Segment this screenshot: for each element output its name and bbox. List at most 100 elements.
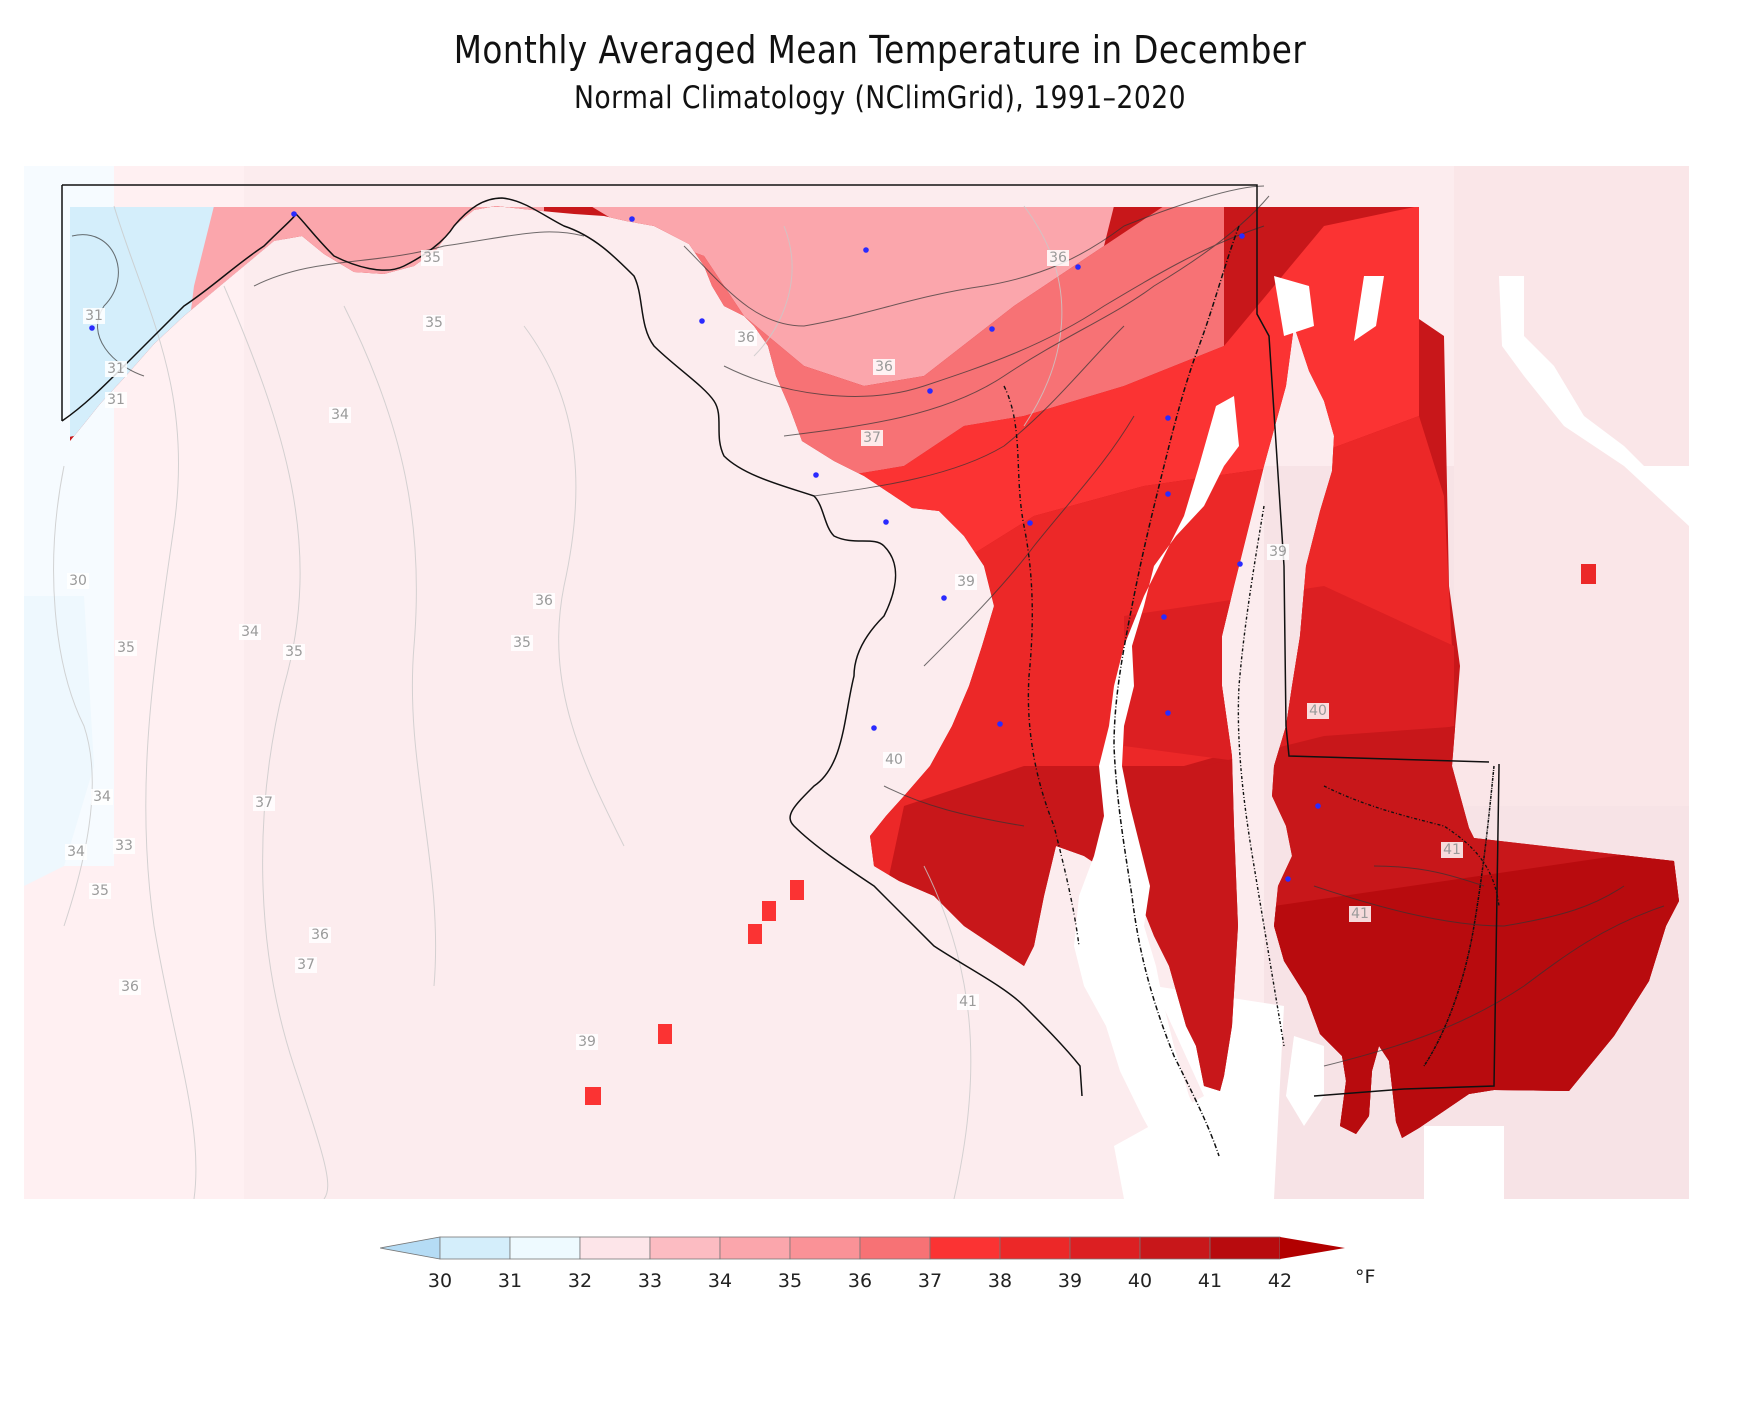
contour-label: 34	[67, 844, 85, 860]
legend-tick-label: 37	[918, 1270, 942, 1292]
station-dot	[997, 721, 1003, 727]
legend-swatch	[439, 1236, 511, 1260]
legend-units: °F	[1355, 1266, 1375, 1288]
contour-label-bg	[873, 359, 895, 375]
station-dot	[989, 326, 995, 332]
contour-label-bg	[1349, 906, 1371, 922]
contour-label: 41	[1351, 906, 1369, 922]
contour-label-bg	[957, 994, 979, 1010]
contour-label: 34	[241, 624, 259, 640]
station-dot	[1239, 233, 1245, 239]
legend-swatch	[789, 1236, 861, 1260]
legend-over-arrow	[1280, 1237, 1345, 1259]
contour-label: 30	[69, 573, 87, 589]
station-dot	[1165, 710, 1171, 716]
contour-label-bg	[105, 361, 127, 377]
contour-label: 36	[121, 979, 139, 995]
station-dot	[883, 519, 889, 525]
station-dot	[629, 216, 635, 222]
legend-tick-label: 33	[638, 1270, 662, 1292]
contour-label-bg	[735, 330, 757, 346]
station-dot	[1161, 614, 1167, 620]
contour-label-bg	[329, 407, 351, 423]
contour-label-bg	[533, 593, 555, 609]
contour-label: 39	[957, 574, 975, 590]
legend-swatch	[649, 1236, 721, 1260]
station-dot	[1165, 415, 1171, 421]
contour-label: 37	[863, 430, 881, 446]
legend-tick-label: 38	[988, 1270, 1012, 1292]
legend-under-arrow	[380, 1236, 441, 1260]
contour-label-bg	[423, 315, 445, 331]
contour-label-bg	[576, 1034, 598, 1050]
contour-label-bg	[113, 838, 135, 854]
contour-label: 35	[423, 250, 441, 266]
legend-tick-label: 41	[1198, 1270, 1222, 1292]
contour-label: 35	[117, 640, 135, 656]
legend-swatch	[929, 1236, 1001, 1260]
contour-label: 39	[578, 1034, 596, 1050]
station-dot	[813, 472, 819, 478]
station-dot	[1075, 264, 1081, 270]
contour-label: 36	[535, 593, 553, 609]
station-dot	[1315, 803, 1321, 809]
station-dot	[699, 318, 705, 324]
contour-label-bg	[1267, 544, 1289, 560]
legend-swatch	[999, 1236, 1071, 1260]
contour-label-bg	[89, 883, 111, 899]
contour-label-bg	[119, 979, 141, 995]
legend-swatch	[579, 1236, 651, 1260]
station-dot	[291, 211, 297, 217]
contour-label-bg	[239, 624, 261, 640]
station-dot	[941, 595, 947, 601]
contour-label-bg	[955, 574, 977, 590]
map-subtitle: Normal Climatology (NClimGrid), 1991–202…	[573, 80, 1187, 116]
contour-label-bg	[861, 430, 883, 446]
color-legend: 30 31 32 33 34 35 36 37 38 39 40 41 42 °F	[380, 1236, 1375, 1292]
contour-label: 36	[875, 359, 893, 375]
contour-label: 35	[513, 635, 531, 651]
contour-label: 40	[1309, 703, 1327, 719]
contour-label: 31	[85, 308, 103, 324]
legend-tick-label: 39	[1058, 1270, 1082, 1292]
contour-label: 36	[737, 330, 755, 346]
legend-tick-label: 30	[428, 1270, 452, 1292]
station-dot	[1027, 520, 1033, 526]
station-dot	[863, 247, 869, 253]
legend-swatch	[1139, 1236, 1211, 1260]
legend-tick-label: 35	[778, 1270, 802, 1292]
legend-tick-label: 40	[1128, 1270, 1152, 1292]
station-dot	[927, 388, 933, 394]
contour-label-bg	[421, 250, 443, 266]
contour-label-bg	[1441, 842, 1463, 858]
contour-label: 36	[1049, 250, 1067, 266]
station-dot	[1165, 491, 1171, 497]
contour-label-bg	[91, 789, 113, 805]
contour-label: 31	[107, 392, 125, 408]
contour-label-bg	[295, 957, 317, 973]
legend-tick-label: 42	[1268, 1270, 1292, 1292]
legend-tick-label: 36	[848, 1270, 872, 1292]
contour-label-bg	[83, 308, 105, 324]
legend-tick-label: 34	[708, 1270, 732, 1292]
contour-label: 36	[311, 927, 329, 943]
station-dot	[871, 725, 877, 731]
contour-label-bg	[115, 640, 137, 656]
contour-label: 34	[331, 407, 349, 423]
contour-label: 40	[885, 752, 903, 768]
legend-swatch	[719, 1236, 791, 1260]
contour-label: 39	[1269, 544, 1287, 560]
contour-label-bg	[511, 635, 533, 651]
legend-tick-label: 31	[498, 1270, 522, 1292]
contour-label: 35	[91, 883, 109, 899]
map-title: Monthly Averaged Mean Temperature in Dec…	[453, 28, 1307, 72]
station-dot	[1237, 561, 1243, 567]
contour-label-bg	[309, 927, 331, 943]
station-dot	[1285, 876, 1291, 882]
legend-swatch	[859, 1236, 931, 1260]
legend-swatch	[1069, 1236, 1141, 1260]
legend-swatch	[1209, 1236, 1281, 1260]
contour-label: 33	[115, 838, 133, 854]
contour-label-bg	[253, 795, 275, 811]
contour-label: 35	[285, 644, 303, 660]
